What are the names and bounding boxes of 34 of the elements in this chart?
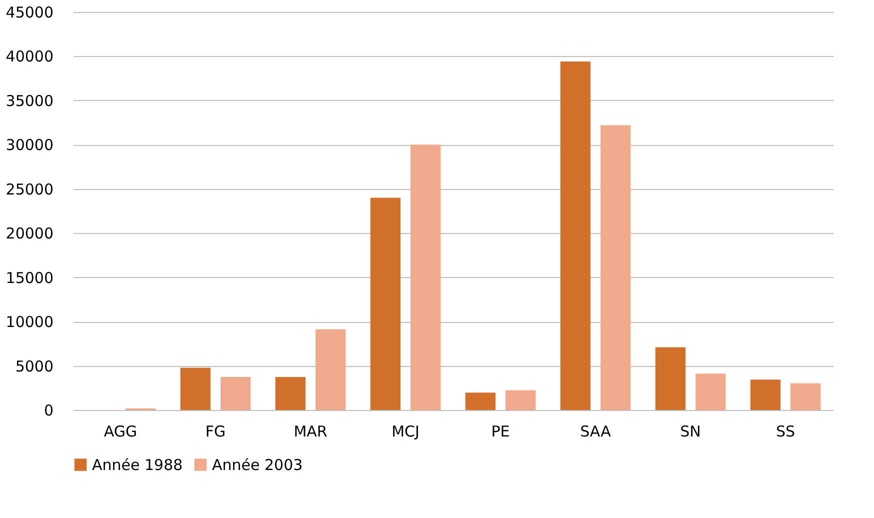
legend-label: Année 1988 — [92, 456, 183, 474]
x-tick-label: MCJ — [392, 422, 420, 440]
bar — [180, 368, 210, 410]
bar — [316, 329, 346, 410]
y-tick-label: 20000 — [6, 224, 54, 243]
y-tick-label: 30000 — [6, 136, 54, 154]
bar — [465, 392, 496, 410]
y-tick-label: 25000 — [6, 180, 54, 198]
y-tick-label: 15000 — [6, 268, 54, 287]
y-tick-label: 10000 — [6, 313, 54, 332]
x-tick-label: PE — [491, 422, 510, 440]
x-tick-label: SS — [776, 422, 796, 440]
x-tick-label: MAR — [294, 422, 328, 440]
bar — [506, 390, 536, 410]
bar — [370, 198, 400, 410]
legend-label: Année 2003 — [212, 456, 303, 474]
y-tick-label: 5000 — [15, 357, 54, 376]
bar — [600, 125, 631, 410]
y-tick-label: 45000 — [6, 4, 54, 22]
y-tick-label: 35000 — [6, 92, 54, 110]
x-tick-label: SN — [680, 422, 701, 440]
bar — [655, 347, 686, 410]
bar — [696, 374, 726, 410]
bar — [560, 62, 590, 410]
bar — [275, 377, 306, 410]
y-tick-label: 40000 — [6, 48, 54, 66]
y-tick-label: 0 — [44, 402, 54, 420]
x-tick-label: SAA — [580, 422, 612, 440]
x-tick-label: AGG — [104, 422, 138, 440]
bar — [750, 380, 780, 410]
bar — [410, 144, 441, 410]
bar — [790, 383, 821, 410]
bar — [220, 377, 251, 410]
x-tick-label: FG — [205, 422, 226, 440]
